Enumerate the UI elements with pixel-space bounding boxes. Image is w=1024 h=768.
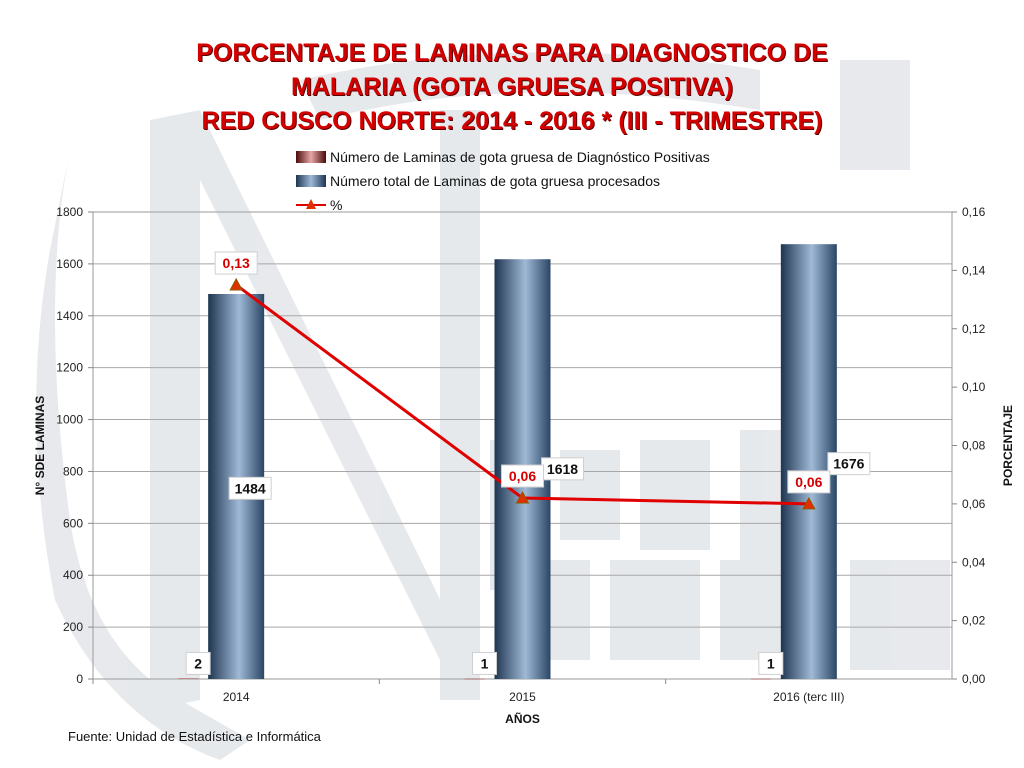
data-label-text: 1 (481, 655, 489, 671)
data-label-box (787, 470, 831, 494)
data-label-percent: 0,13 (214, 251, 258, 275)
y2-tick-label: 0,08 (962, 439, 986, 453)
data-label-text: 1484 (235, 480, 266, 496)
chart-legend: Número de Laminas de gota gruesa de Diag… (296, 145, 710, 217)
legend-label-positive: Número de Laminas de gota gruesa de Diag… (330, 149, 710, 165)
y-tick-label: 1600 (56, 257, 83, 271)
legend-item-percent: % (296, 193, 710, 217)
y-tick-label: 1400 (56, 309, 83, 323)
data-label-total: 1676 (827, 452, 871, 476)
y2-tick-label: 0,02 (962, 614, 986, 628)
y-tick-label: 400 (63, 568, 83, 582)
bar-positive (464, 678, 485, 680)
y-tick-label: 1800 (56, 205, 83, 219)
legend-label-percent: % (330, 197, 343, 213)
title-line-1: PORCENTAJE DE LAMINAS PARA DIAGNOSTICO D… (196, 39, 828, 67)
data-label-box (214, 251, 258, 275)
data-label-percent: 0,06 (787, 470, 831, 494)
data-label-total: 1484 (228, 476, 272, 500)
data-label-text: 0,06 (509, 468, 536, 484)
y-axis-title: N° SDE LAMINAS (33, 396, 47, 495)
data-label-text: 0,06 (795, 474, 822, 490)
source-note: Fuente: Unidad de Estadística e Informát… (68, 729, 321, 744)
y2-tick-label: 0,14 (962, 263, 986, 277)
legend-swatch-percent (296, 199, 326, 211)
bars (178, 244, 837, 680)
data-label-text: 1 (767, 655, 775, 671)
y-tick-label: 1200 (56, 361, 83, 375)
y-tick-label: 800 (63, 464, 83, 478)
y-tick-label: 200 (63, 620, 83, 634)
bar-positive (750, 678, 771, 680)
y2-tick-label: 0,12 (962, 322, 986, 336)
legend-item-positive: Número de Laminas de gota gruesa de Diag… (296, 145, 710, 169)
axes: 0 200 400 600 800 1000 1200 1400 1600 1800 0,00 0,0… (33, 205, 1015, 726)
x-tick-label: 2016 (terc III) (773, 690, 844, 704)
percent-marker (229, 277, 244, 291)
legend-swatch-total (296, 175, 326, 187)
data-label-total: 1618 (541, 457, 584, 481)
y2-tick-label: 0,06 (962, 497, 986, 511)
data-label-box (472, 651, 497, 675)
data-label-box (185, 651, 211, 675)
y2-tick-label: 0,00 (962, 672, 986, 686)
data-label-box (228, 476, 272, 500)
title-line-3: RED CUSCO NORTE: 2014 - 2016 * (III - TR… (201, 107, 823, 135)
x-tick-label: 2014 (223, 690, 250, 704)
data-label-positive: 1 (472, 651, 497, 675)
y2-tick-label: 0,16 (962, 205, 986, 219)
y2-axis-title: PORCENTAJE (1001, 405, 1015, 486)
data-label-positive: 2 (185, 651, 211, 675)
bar-positive (178, 678, 199, 679)
y-tick-label: 1000 (56, 413, 83, 427)
y2-tick-label: 0,04 (962, 555, 986, 569)
legend-swatch-positive (296, 151, 326, 163)
x-axis-title: AÑOS (505, 711, 540, 726)
data-label-text: 1676 (833, 456, 864, 472)
data-label-text: 0,13 (223, 255, 250, 271)
data-label-text: 1618 (547, 461, 578, 477)
data-label-box (501, 464, 544, 488)
x-tick-label: 2015 (509, 690, 536, 704)
percent-marker (801, 496, 816, 510)
data-label-positive: 1 (758, 651, 784, 675)
chart-title: PORCENTAJE DE LAMINAS PARA DIAGNOSTICO D… (0, 36, 1024, 138)
legend-label-total: Número total de Laminas de gota gruesa p… (330, 173, 660, 189)
y-tick-label: 600 (63, 516, 83, 530)
percent-marker (515, 490, 530, 504)
data-label-box (758, 651, 784, 675)
data-label-percent: 0,06 (501, 464, 544, 488)
percent-line (229, 277, 816, 510)
data-labels: 1484 1618 1676 2 1 1 0,13 0,06 0,06 (185, 251, 871, 675)
y2-tick-label: 0,10 (962, 380, 986, 394)
title-line-2: MALARIA (GOTA GRUESA POSITIVA) (290, 73, 734, 101)
data-label-text: 2 (194, 655, 202, 671)
data-label-box (827, 452, 871, 476)
y-tick-label: 0 (76, 672, 83, 686)
legend-item-total: Número total de Laminas de gota gruesa p… (296, 169, 710, 193)
